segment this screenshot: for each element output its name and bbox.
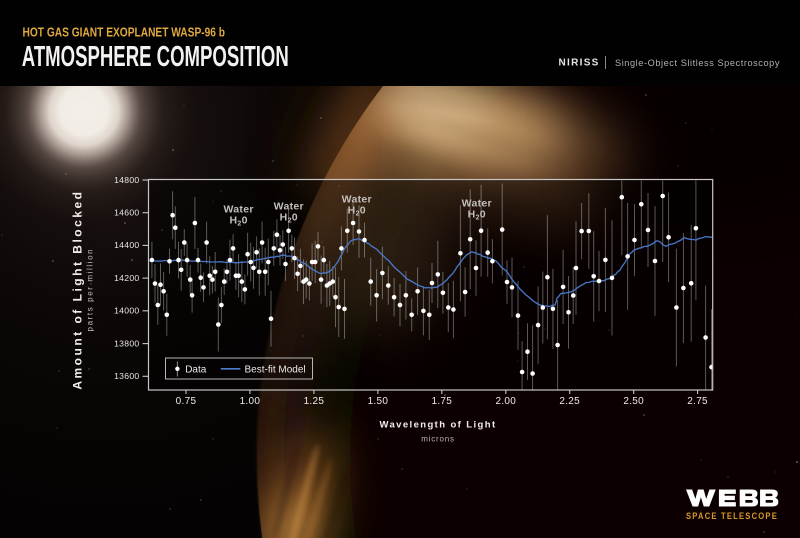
svg-text:Water: Water [342,194,372,206]
svg-text:NIRISS: NIRISS [559,58,600,69]
svg-text:2.75: 2.75 [687,396,708,407]
svg-text:microns: microns [421,435,455,444]
svg-text:14200: 14200 [114,273,139,283]
svg-text:Water: Water [462,198,492,210]
svg-text:Amount of Light Blocked: Amount of Light Blocked [71,190,85,390]
svg-text:14800: 14800 [114,175,139,185]
svg-text:Water: Water [274,201,304,213]
svg-text:H20: H20 [280,212,298,225]
svg-text:2.25: 2.25 [559,396,580,407]
svg-text:Water: Water [223,204,253,216]
svg-text:1.25: 1.25 [304,396,325,407]
svg-text:Data: Data [185,364,207,375]
svg-text:1.00: 1.00 [240,396,261,407]
svg-text:Wavelength of Light: Wavelength of Light [379,420,496,431]
svg-text:Best-fit Model: Best-fit Model [245,364,306,375]
svg-text:14400: 14400 [114,240,139,250]
svg-text:parts per million: parts per million [86,248,95,332]
svg-text:13800: 13800 [114,338,139,348]
svg-text:2.00: 2.00 [495,396,516,407]
svg-text:2.50: 2.50 [623,396,644,407]
svg-text:1.75: 1.75 [431,396,452,407]
svg-text:Single-Object Slitless Spectro: Single-Object Slitless Spectroscopy [615,58,780,68]
svg-text:1.50: 1.50 [368,396,389,407]
svg-text:0.75: 0.75 [176,396,197,407]
svg-text:HOT GAS GIANT EXOPLANET WASP-9: HOT GAS GIANT EXOPLANET WASP-96 b [23,25,226,40]
svg-text:14600: 14600 [114,208,139,218]
svg-text:ATMOSPHERE COMPOSITION: ATMOSPHERE COMPOSITION [22,41,289,73]
svg-text:H20: H20 [468,209,486,222]
svg-text:13600: 13600 [114,371,139,381]
svg-text:SPACE TELESCOPE: SPACE TELESCOPE [686,511,778,522]
svg-text:H20: H20 [348,205,366,218]
svg-text:14000: 14000 [114,306,139,316]
svg-text:H20: H20 [229,215,247,228]
